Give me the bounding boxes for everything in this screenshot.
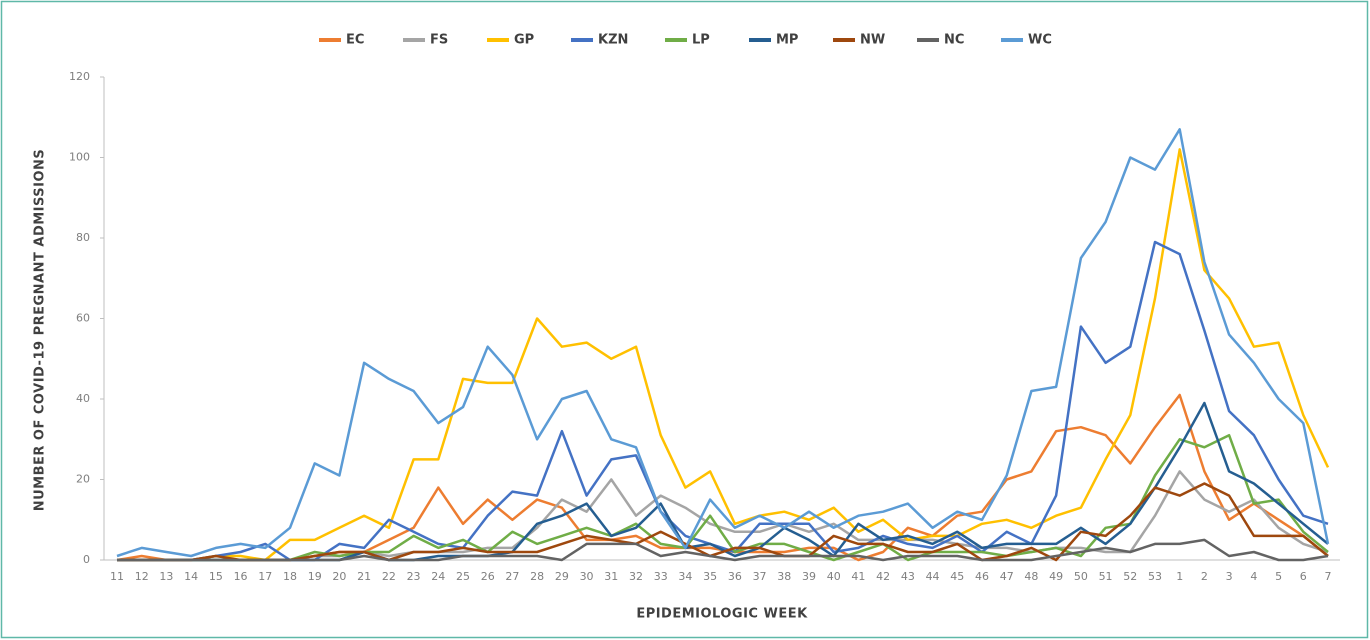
legend-label: MP: [776, 33, 798, 48]
x-tick-label: 24: [431, 570, 445, 583]
legend-label: NW: [860, 33, 885, 48]
x-tick-label: 51: [1099, 570, 1113, 583]
x-tick-label: 13: [159, 570, 173, 583]
x-axis-title: EPIDEMIOLOGIC WEEK: [636, 607, 808, 622]
legend-label: LP: [692, 33, 710, 48]
x-tick-label: 7: [1325, 570, 1332, 583]
x-tick-label: 3: [1226, 570, 1233, 583]
x-tick-label: 42: [876, 570, 890, 583]
x-tick-label: 14: [184, 570, 198, 583]
x-tick-label: 43: [901, 570, 915, 583]
y-axis-title: NUMBER OF COVID-19 PREGNANT ADMISSIONS: [33, 149, 48, 512]
x-tick-label: 52: [1123, 570, 1137, 583]
y-tick-label: 0: [83, 553, 90, 566]
x-tick-label: 33: [654, 570, 668, 583]
x-tick-label: 6: [1300, 570, 1307, 583]
x-tick-label: 5: [1275, 570, 1282, 583]
x-tick-label: 11: [110, 570, 124, 583]
x-tick-label: 47: [1000, 570, 1014, 583]
series-line: [116, 128, 1330, 558]
x-tick-label: 53: [1148, 570, 1162, 583]
y-tick-label: 120: [69, 70, 90, 83]
x-tick-label: 41: [851, 570, 865, 583]
y-tick-label: 40: [76, 392, 90, 405]
x-tick-label: 44: [926, 570, 940, 583]
x-tick-label: 2: [1201, 570, 1208, 583]
series-line: [117, 538, 1329, 562]
x-tick-label: 38: [777, 570, 791, 583]
x-tick-label: 17: [258, 570, 272, 583]
x-tick-label: 25: [456, 570, 470, 583]
x-tick-label: 22: [382, 570, 396, 583]
legend-label: GP: [514, 33, 534, 48]
x-tick-label: 15: [209, 570, 223, 583]
y-tick-label: 80: [76, 231, 90, 244]
legend-label: WC: [1028, 33, 1052, 48]
y-tick-label: 100: [69, 151, 90, 164]
y-tick-label: 20: [76, 473, 90, 486]
x-tick-label: 45: [950, 570, 964, 583]
legend-label: KZN: [598, 33, 628, 48]
x-tick-label: 32: [629, 570, 643, 583]
y-tick-label: 60: [76, 312, 90, 325]
x-tick-label: 34: [678, 570, 692, 583]
x-tick-label: 36: [728, 570, 742, 583]
x-tick-label: 49: [1049, 570, 1063, 583]
x-tick-label: 20: [332, 570, 346, 583]
x-tick-label: 39: [802, 570, 816, 583]
x-tick-label: 35: [703, 570, 717, 583]
x-tick-label: 48: [1024, 570, 1038, 583]
series-line: [117, 433, 1329, 562]
x-tick-label: 40: [827, 570, 841, 583]
x-tick-label: 37: [753, 570, 767, 583]
x-tick-label: 23: [407, 570, 421, 583]
legend-label: FS: [430, 33, 448, 48]
series-line: [117, 240, 1329, 562]
series-line: [117, 482, 1329, 562]
x-tick-label: 31: [604, 570, 618, 583]
x-tick-label: 16: [234, 570, 248, 583]
x-tick-label: 28: [530, 570, 544, 583]
series-line: [117, 148, 1330, 562]
legend-label: EC: [346, 33, 364, 48]
x-tick-label: 30: [580, 570, 594, 583]
x-tick-label: 12: [135, 570, 149, 583]
legend-label: NC: [944, 33, 964, 48]
x-tick-label: 29: [555, 570, 569, 583]
x-tick-label: 27: [505, 570, 519, 583]
x-tick-label: 50: [1074, 570, 1088, 583]
x-tick-label: 46: [975, 570, 989, 583]
x-tick-label: 19: [308, 570, 322, 583]
x-tick-label: 21: [357, 570, 371, 583]
x-tick-label: 4: [1250, 570, 1257, 583]
x-tick-label: 18: [283, 570, 297, 583]
x-tick-label: 26: [481, 570, 495, 583]
x-tick-label: 1: [1176, 570, 1183, 583]
